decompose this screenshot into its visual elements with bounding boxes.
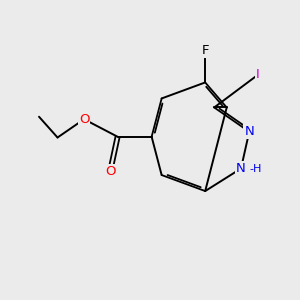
Text: O: O <box>79 113 89 126</box>
Text: N: N <box>244 125 254 138</box>
Text: N: N <box>236 162 246 175</box>
Text: I: I <box>256 68 260 81</box>
Text: O: O <box>105 165 115 178</box>
Text: -H: -H <box>249 164 262 173</box>
Text: F: F <box>201 44 209 57</box>
